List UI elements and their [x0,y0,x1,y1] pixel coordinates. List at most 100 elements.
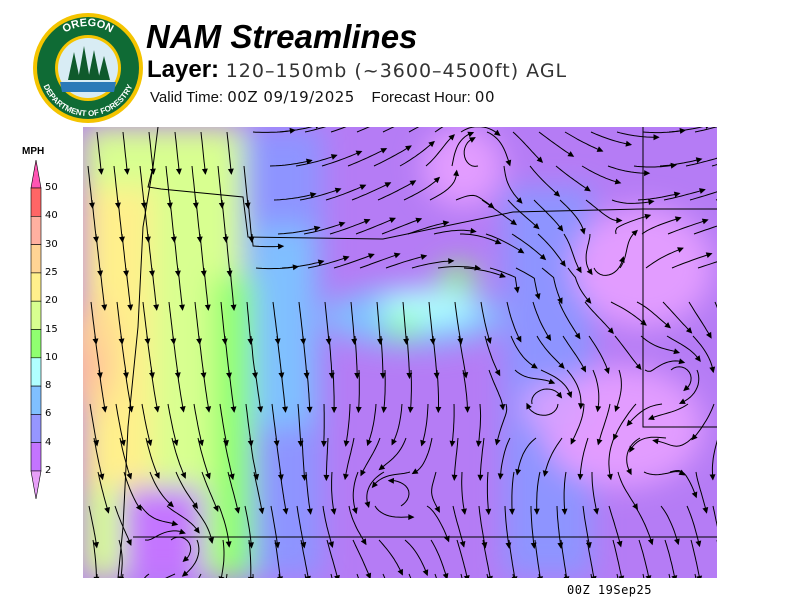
streamline-arrow [320,440,327,448]
streamline-arrow [435,406,442,414]
streamline-arrow [180,472,186,479]
streamline [506,301,522,342]
streamline-arrow [559,260,566,267]
streamline [197,437,210,479]
streamline-arrow [702,507,709,514]
streamline-arrow [354,372,361,380]
forecast-value: 00 [474,88,495,106]
footer-timestamp: 00Z 19Sep25 [567,583,652,597]
streamline [507,199,540,229]
streamline-arrow [510,219,518,226]
streamline [278,127,313,133]
streamline [372,471,411,488]
streamline-arrow [428,140,435,148]
streamline [660,505,679,545]
streamline-arrow [127,406,134,413]
streamline [562,335,586,372]
streamline [408,127,420,133]
streamline-arrow [705,127,709,129]
streamline-arrow [631,229,638,237]
streamline [503,165,523,204]
streamline [118,539,123,578]
streamline-arrow [343,440,350,447]
streamline [499,437,511,479]
streamline-arrow [422,569,429,577]
streamline-arrow [201,168,208,175]
streamline [536,335,565,369]
legend-tick: 50 [45,182,58,193]
streamline [305,471,312,514]
streamline [711,439,717,480]
streamline [333,253,374,269]
streamline-arrow [640,319,647,326]
streamline [201,471,219,512]
streamline [421,403,429,446]
streamline [219,403,228,446]
streamline [634,505,653,545]
streamline-arrow [175,168,182,175]
streamline [481,199,517,225]
streamline [246,301,252,344]
streamline [640,335,680,354]
streamline [645,247,683,269]
streamline [367,403,377,446]
wind-speed-shading [83,127,713,578]
streamline [463,267,506,278]
streamline [378,539,403,575]
streamline [460,127,501,136]
streamline-arrow [477,474,484,481]
streamline [388,479,410,507]
boundary-lines [117,127,717,578]
streamline [615,369,622,412]
streamline-arrow [556,391,563,399]
streamline [688,301,712,338]
streamline [648,403,689,420]
streamline-arrow [566,391,573,399]
streamline [488,369,504,410]
streamline [429,170,458,201]
streamline-arrow [626,468,632,476]
streamline [381,218,422,235]
streamline-arrow [497,473,504,480]
streamline [689,191,717,201]
streamline-arrow [461,508,467,515]
streamline [350,301,356,344]
streamline [217,165,223,208]
streamline-arrow [674,538,680,546]
streamline [280,369,286,412]
streamline-arrow [182,555,190,563]
streamline [407,221,449,235]
streamline-arrow [391,438,397,446]
streamline [326,539,339,578]
legend-swatch [30,300,42,330]
streamline-arrow [225,541,232,548]
streamline-arrow [381,406,388,414]
streamline-arrow [306,508,313,515]
streamline [437,266,480,269]
streamline [607,165,650,174]
streamline [567,267,591,304]
streamline [511,471,515,514]
streamline [560,539,568,578]
streamlines [87,127,717,578]
streamline-arrow [330,154,338,160]
streamline-arrow [93,439,100,447]
streamline [504,505,510,548]
streamline [140,505,178,525]
streamline-arrow [467,131,475,138]
streamline-arrow [486,337,492,345]
streamline [200,131,206,174]
streamline [591,472,598,514]
streamline-arrow [154,472,160,479]
streamline-arrow [685,327,693,334]
streamline-arrow [533,508,540,515]
streamline-arrow [342,255,350,262]
streamline-arrow [701,218,709,225]
streamline-arrow [645,575,652,578]
legend-tick: 10 [45,351,58,363]
streamline-arrow [442,573,449,578]
streamline [270,505,279,548]
streamline [223,437,234,480]
streamline [461,471,466,514]
streamline-arrow [360,469,366,477]
